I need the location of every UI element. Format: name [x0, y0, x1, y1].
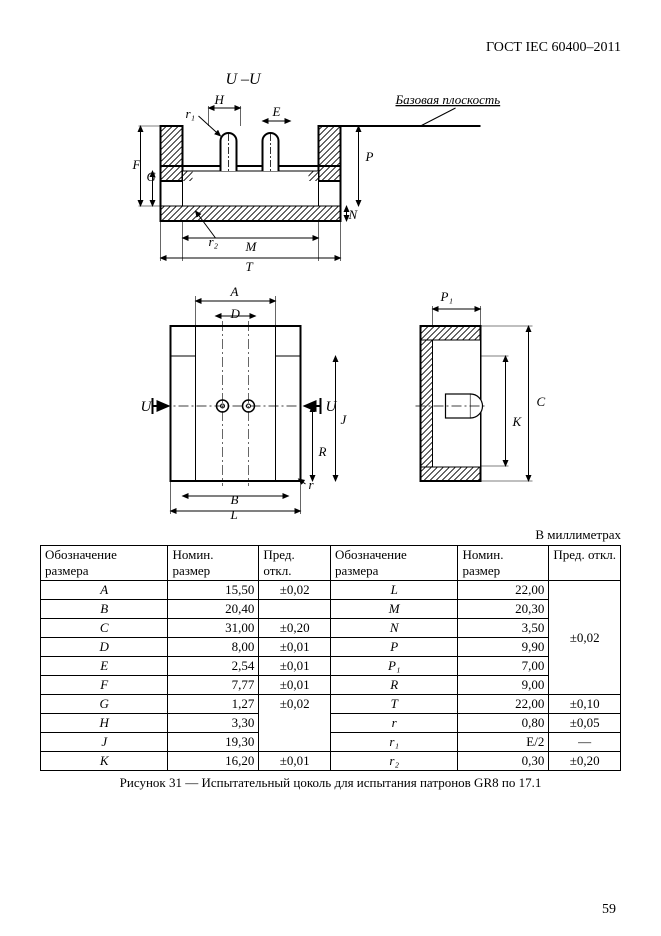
document-number: ГОСТ IEC 60400–2011 [40, 40, 621, 56]
svg-text:H: H [214, 92, 225, 107]
col-header: Номин. размер [458, 546, 549, 581]
svg-text:r: r [309, 477, 315, 492]
svg-text:J: J [341, 412, 348, 427]
svg-text:M: M [245, 239, 258, 254]
svg-text:E: E [272, 104, 281, 119]
svg-text:r₂: r₂ [209, 234, 219, 249]
svg-text:P: P [365, 149, 374, 164]
svg-text:r₁: r₁ [186, 106, 196, 121]
col-header: Пред. откл. [549, 546, 621, 581]
svg-text:N: N [348, 207, 359, 222]
dimension-table: Обозначение размера Номин. размер Пред. … [40, 545, 621, 771]
side-section-view: P₁ C K [416, 289, 546, 481]
svg-text:L: L [230, 507, 238, 521]
svg-text:C: C [537, 394, 546, 409]
page-number: 59 [602, 902, 616, 918]
engineering-diagram: U –U [40, 66, 621, 521]
svg-text:R: R [318, 444, 327, 459]
svg-text:P₁: P₁ [440, 289, 453, 304]
figure-caption: Рисунок 31 — Испытательный цоколь для ис… [40, 775, 621, 791]
svg-text:G: G [147, 169, 157, 184]
section-label: U –U [226, 71, 263, 88]
svg-text:D: D [230, 306, 241, 321]
col-header: Номин. размер [168, 546, 259, 581]
units-note: В миллиметрах [40, 527, 621, 543]
top-section-view: Базовая плоскость H E r₁ F G P [132, 92, 501, 274]
page-container: ГОСТ IEC 60400–2011 U –U [0, 0, 661, 936]
svg-text:U: U [141, 399, 153, 415]
col-header: Пред. откл. [259, 546, 331, 581]
svg-text:A: A [230, 284, 239, 299]
svg-text:B: B [231, 492, 239, 507]
svg-text:T: T [246, 259, 254, 274]
col-header: Обозначение размера [41, 546, 168, 581]
svg-text:K: K [512, 414, 523, 429]
svg-text:Базовая плоскость: Базовая плоскость [395, 92, 501, 107]
col-header: Обозначение размера [330, 546, 457, 581]
front-view: A D U U J R r [141, 284, 348, 521]
